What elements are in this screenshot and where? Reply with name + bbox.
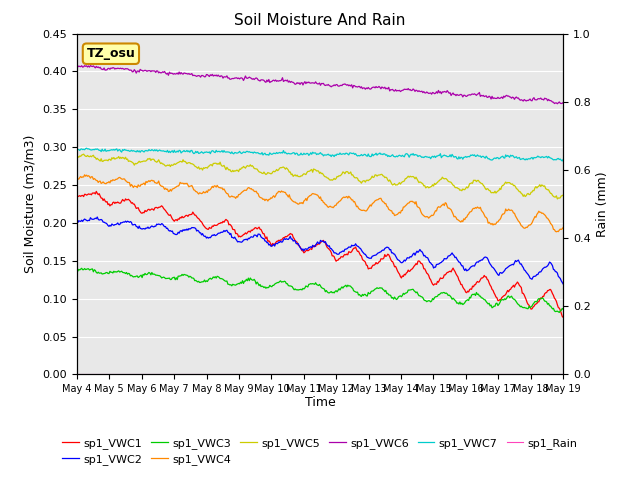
Title: Soil Moisture And Rain: Soil Moisture And Rain [234, 13, 406, 28]
sp1_VWC7 [308, 151, 316, 157]
Y-axis label: Rain (mm): Rain (mm) [596, 171, 609, 237]
sp1_VWC4 [337, 197, 345, 203]
sp1_VWC1 [559, 314, 567, 320]
sp1_VWC7 [73, 145, 81, 151]
sp1_VWC1 [548, 291, 556, 297]
sp1_VWC4 [559, 225, 567, 230]
sp1_VWC5 [73, 155, 81, 160]
sp1_VWC6 [305, 79, 312, 85]
sp1_VWC7 [559, 156, 567, 162]
sp1_VWC6 [472, 93, 480, 98]
sp1_VWC1 [472, 280, 480, 286]
sp1_Rain [307, 372, 315, 377]
sp1_Rain [559, 372, 567, 377]
sp1_VWC6 [337, 83, 345, 88]
sp1_VWC1 [92, 189, 100, 194]
sp1_VWC4 [308, 192, 316, 197]
sp1_VWC6 [86, 63, 94, 69]
sp1_VWC2 [93, 214, 101, 220]
sp1_VWC7 [548, 156, 556, 162]
sp1_VWC7 [558, 158, 566, 164]
sp1_VWC4 [548, 223, 556, 229]
sp1_VWC3 [78, 265, 86, 271]
sp1_VWC6 [554, 101, 561, 107]
Y-axis label: Soil Moisture (m3/m3): Soil Moisture (m3/m3) [24, 135, 36, 273]
sp1_VWC6 [548, 99, 556, 105]
Text: TZ_osu: TZ_osu [86, 47, 135, 60]
sp1_VWC7 [472, 153, 480, 159]
sp1_VWC3 [73, 267, 81, 273]
sp1_VWC1 [364, 263, 371, 268]
sp1_VWC4 [472, 205, 480, 211]
sp1_VWC4 [552, 229, 560, 235]
sp1_VWC3 [364, 293, 371, 299]
sp1_VWC5 [305, 168, 312, 174]
X-axis label: Time: Time [305, 396, 335, 408]
sp1_Rain [362, 372, 370, 377]
sp1_VWC4 [73, 176, 81, 181]
sp1_VWC3 [305, 281, 312, 287]
sp1_Rain [472, 372, 479, 377]
sp1_VWC2 [308, 245, 316, 251]
Line: sp1_VWC7: sp1_VWC7 [77, 148, 563, 161]
sp1_Rain [336, 372, 344, 377]
sp1_VWC4 [81, 172, 88, 178]
sp1_Rain [548, 372, 556, 377]
sp1_VWC1 [337, 254, 345, 260]
sp1_VWC6 [308, 80, 316, 86]
sp1_VWC2 [472, 260, 480, 265]
sp1_VWC7 [337, 151, 345, 157]
sp1_VWC5 [472, 179, 480, 184]
Line: sp1_VWC1: sp1_VWC1 [77, 192, 563, 317]
sp1_VWC2 [548, 263, 556, 269]
sp1_VWC2 [337, 249, 345, 255]
sp1_VWC3 [337, 285, 345, 291]
sp1_VWC3 [548, 306, 556, 312]
Line: sp1_VWC3: sp1_VWC3 [77, 268, 563, 312]
sp1_VWC3 [556, 310, 563, 315]
sp1_VWC3 [308, 281, 316, 287]
sp1_VWC7 [83, 145, 90, 151]
sp1_VWC4 [305, 194, 312, 200]
sp1_Rain [304, 372, 312, 377]
sp1_VWC3 [472, 289, 480, 295]
sp1_VWC2 [559, 281, 567, 287]
sp1_VWC5 [554, 196, 561, 202]
sp1_VWC5 [548, 192, 556, 198]
Line: sp1_VWC6: sp1_VWC6 [77, 66, 563, 104]
sp1_VWC5 [337, 172, 345, 178]
sp1_VWC5 [80, 151, 88, 157]
sp1_VWC6 [73, 64, 81, 70]
Line: sp1_VWC5: sp1_VWC5 [77, 154, 563, 199]
sp1_VWC5 [559, 192, 567, 198]
sp1_VWC2 [364, 254, 371, 260]
sp1_VWC3 [559, 306, 567, 312]
sp1_VWC6 [364, 86, 371, 92]
sp1_VWC1 [73, 192, 81, 198]
Line: sp1_VWC2: sp1_VWC2 [77, 217, 563, 284]
sp1_Rain [73, 372, 81, 377]
sp1_VWC2 [73, 217, 81, 223]
sp1_VWC5 [308, 167, 316, 172]
Legend: sp1_VWC1, sp1_VWC2, sp1_VWC3, sp1_VWC4, sp1_VWC5, sp1_VWC6, sp1_VWC7, sp1_Rain: sp1_VWC1, sp1_VWC2, sp1_VWC3, sp1_VWC4, … [58, 433, 582, 469]
sp1_VWC7 [305, 153, 312, 158]
sp1_VWC2 [305, 244, 312, 250]
sp1_VWC1 [308, 247, 316, 252]
sp1_VWC4 [364, 207, 371, 213]
Line: sp1_VWC4: sp1_VWC4 [77, 175, 563, 232]
sp1_VWC5 [364, 177, 371, 183]
sp1_VWC6 [559, 99, 567, 105]
sp1_VWC1 [305, 247, 312, 253]
sp1_VWC7 [364, 153, 371, 159]
